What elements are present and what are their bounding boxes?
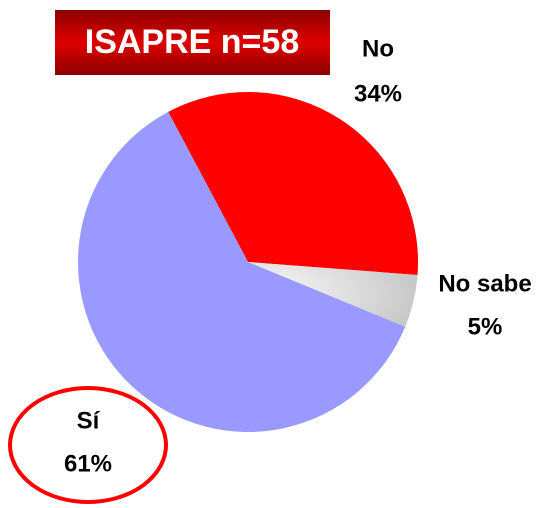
slice-label: No	[362, 35, 394, 62]
pie-slice	[78, 111, 406, 433]
value-label: 61%	[64, 450, 112, 477]
slice-label: Sí	[77, 407, 101, 434]
chart-title: ISAPRE n=58	[85, 23, 299, 61]
title-box	[55, 10, 330, 75]
slice-label: No sabe	[438, 270, 531, 297]
value-label: 5%	[468, 313, 503, 340]
value-label: 34%	[354, 80, 402, 107]
pie-slice	[168, 92, 418, 276]
pie-slice	[248, 262, 418, 327]
highlight-ellipse	[8, 386, 168, 504]
